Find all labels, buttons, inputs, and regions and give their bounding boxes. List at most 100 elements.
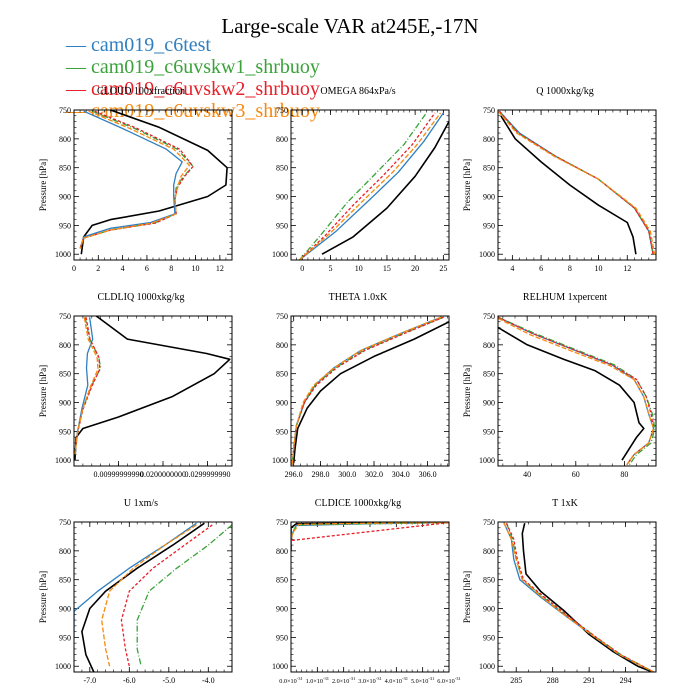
series-group <box>498 110 656 255</box>
y-axis-label: Pressure [hPa] <box>38 365 48 417</box>
x-tick-exponent: -31 <box>376 676 382 681</box>
series-line-cam019_c6uvskw2_shrbuoy <box>299 112 436 260</box>
x-tick-label: 294 <box>620 676 632 685</box>
x-tick-label: 10 <box>595 264 603 273</box>
x-tick-exponent: -31 <box>455 676 461 681</box>
x-tick-label: 4 <box>121 264 125 273</box>
x-tick-label: 304.0 <box>392 470 410 479</box>
series-line-cam019_c6uvskw2_shrbuoy <box>291 522 449 542</box>
series-line-cam019_c6uvskw3_shrbuoy <box>74 317 99 455</box>
x-tick-label: 6 <box>145 264 149 273</box>
y-tick-label: 850 <box>59 164 71 173</box>
panel-cldliq: CLDLIQ 1000xkg/kg 750 800 850 900 950 1000 0.0… <box>36 292 246 492</box>
series-line-cam019_c6test <box>498 316 655 466</box>
series-line-cam019_c6uvskw3_shrbuoy <box>498 317 655 466</box>
y-tick-label: 1000 <box>479 662 495 671</box>
x-tick-label: 306.0 <box>419 470 437 479</box>
series-line-reference <box>292 321 449 464</box>
y-tick-label: 750 <box>483 106 495 115</box>
y-tick-label: 850 <box>276 576 288 585</box>
y-tick-label: 850 <box>483 576 495 585</box>
series-line-cam019_c6test <box>503 522 654 672</box>
series-line-cam019_c6test <box>291 316 442 465</box>
y-tick-label: 900 <box>483 193 495 202</box>
panel-relhum: RELHUM 1xpercent 750 800 850 900 950 1000 40 60… <box>460 292 670 492</box>
chart-theta: 750 800 850 900 950 1000 296.0 298.0 300.0 302.0 3… <box>272 312 450 479</box>
y-tick-label: 750 <box>59 518 71 527</box>
y-tick-label: 800 <box>276 341 288 350</box>
y-tick-label: 850 <box>59 370 71 379</box>
x-tick-label: 60 <box>572 470 580 479</box>
series-line-cam019_c6uvskw2_shrbuoy <box>505 522 654 672</box>
y-tick-label: 1000 <box>272 662 288 671</box>
x-tick-label: 15 <box>383 264 391 273</box>
y-axis-label: Pressure [hPa] <box>462 365 472 417</box>
y-tick-label: 950 <box>59 427 71 436</box>
x-tick-label: -5.0 <box>162 676 175 685</box>
y-tick-label: 1000 <box>272 250 288 259</box>
panel-omega: OMEGA 864xPa/s 750 800 850 900 950 1000 0 5 10 15… <box>253 86 463 286</box>
plot-frame <box>290 521 450 673</box>
series-line-cam019_c6uvskw3_shrbuoy <box>498 110 656 255</box>
legend-label: cam019_c6uvskw1_shrbuoy <box>91 56 320 78</box>
x-tick-label: 302.0 <box>365 470 383 479</box>
x-tick-label: 12 <box>216 264 224 273</box>
series-line-cam019_c6test <box>299 112 444 260</box>
x-tick-label: 291 <box>583 676 595 685</box>
x-tick-label: 5.0×10-31 <box>411 676 434 685</box>
legend-label: cam019_c6test <box>91 34 211 56</box>
legend-item-c6uvskw2: — cam019_c6uvskw2_shrbuoy <box>66 78 320 100</box>
series-line-reference <box>498 326 645 461</box>
series-line-cam019_c6uvskw3_shrbuoy <box>503 522 654 672</box>
legend-item-c6uvskw3: — cam019_c6uvskw3_shrbuoy <box>66 100 320 122</box>
y-tick-label: 850 <box>59 576 71 585</box>
y-axis-label: Pressure [hPa] <box>38 571 48 623</box>
y-tick-label: 900 <box>276 399 288 408</box>
x-tick-label: 0 <box>300 264 304 273</box>
figure-title: Large-scale VAR at245E,-17N <box>221 14 479 38</box>
x-tick-label: -7.0 <box>83 676 96 685</box>
x-tick-label: 8 <box>568 264 572 273</box>
panel-title: OMEGA 864xPa/s <box>320 86 396 97</box>
x-tick-label: -6.0 <box>123 676 136 685</box>
y-tick-label: 850 <box>483 370 495 379</box>
plot-frame <box>290 109 450 261</box>
y-tick-label: 850 <box>483 164 495 173</box>
y-tick-label: 800 <box>59 341 71 350</box>
series-group <box>74 522 232 672</box>
x-tick-label: 20 <box>411 264 419 273</box>
x-tick-label: 25 <box>439 264 447 273</box>
series-line-cam019_c6uvskw1_shrbuoy <box>498 110 654 255</box>
x-tick-label: 6.0×10-31 <box>437 676 460 685</box>
panel-title: Q 1000xkg/kg <box>536 86 594 97</box>
series-line-cam019_c6test <box>498 110 654 255</box>
legend-dash: — <box>66 100 91 122</box>
series-line-cam019_c6uvskw3_shrbuoy <box>299 112 442 260</box>
series-line-reference <box>521 523 653 672</box>
y-tick-label: 1000 <box>479 250 495 259</box>
y-tick-label: 1000 <box>55 456 71 465</box>
y-tick-label: 800 <box>276 547 288 556</box>
legend-dash: — <box>66 34 91 56</box>
series-group <box>74 316 231 461</box>
series-line-reference <box>81 522 205 672</box>
y-tick-label: 950 <box>483 427 495 436</box>
x-tick-label: 0.00999999990 <box>94 470 144 479</box>
series-line-cam019_c6uvskw2_shrbuoy <box>120 524 213 667</box>
x-tick-label: 10 <box>355 264 363 273</box>
plot-frame <box>497 315 657 467</box>
y-tick-label: 950 <box>483 221 495 230</box>
series-group <box>498 316 656 466</box>
series-line-cam019_c6test <box>74 522 197 638</box>
x-tick-label: 296.0 <box>285 470 303 479</box>
series-line-cam019_c6uvskw2_shrbuoy <box>74 317 101 455</box>
x-tick-exponent: -31 <box>297 676 303 681</box>
series-group <box>299 112 449 260</box>
y-tick-label: 800 <box>59 135 71 144</box>
y-tick-label: 750 <box>59 312 71 321</box>
x-tick-exponent: -31 <box>323 676 329 681</box>
series-line-cam019_c6uvskw2_shrbuoy <box>291 316 444 465</box>
x-tick-exponent: -31 <box>428 676 434 681</box>
y-tick-label: 900 <box>59 399 71 408</box>
